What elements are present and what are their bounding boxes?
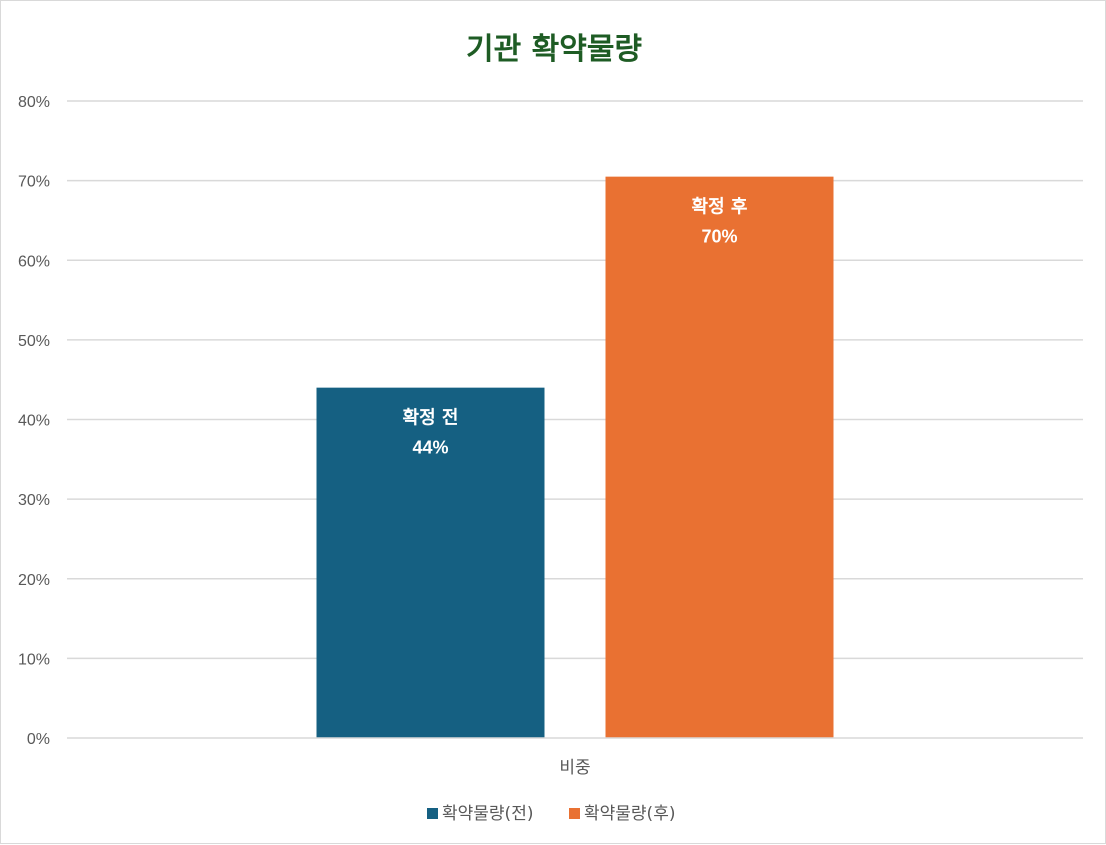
y-tick-label: 80% bbox=[18, 94, 50, 111]
bar bbox=[316, 387, 545, 738]
bar-label: 확정 후 bbox=[692, 197, 748, 218]
legend-entry: 확약물량(후) bbox=[584, 804, 675, 824]
y-tick-label: 40% bbox=[18, 413, 50, 430]
bar-label: 확정 전 bbox=[403, 408, 459, 429]
legend-swatch bbox=[427, 808, 438, 819]
gridlines bbox=[67, 100, 1083, 660]
bar bbox=[605, 176, 834, 739]
data-label: 70% bbox=[701, 227, 737, 247]
y-tick-label: 60% bbox=[18, 253, 50, 270]
category-label: 비중 bbox=[559, 758, 590, 778]
y-tick-label: 70% bbox=[18, 174, 50, 191]
legend-swatch bbox=[569, 808, 580, 819]
y-tick-label: 50% bbox=[18, 333, 50, 350]
y-tick-label: 20% bbox=[18, 572, 50, 589]
y-tick-label: 30% bbox=[18, 492, 50, 509]
chart-title: 기관 확약물량 bbox=[466, 32, 642, 67]
y-tick-label: 10% bbox=[18, 651, 50, 668]
bars: 확정 전 44% 확정 후 70% bbox=[316, 176, 834, 739]
y-tick-label: 0% bbox=[27, 731, 50, 748]
legend: 확약물량(전) 확약물량(후) bbox=[427, 804, 675, 824]
y-axis-ticks: 0% 10% 20% 30% 40% 50% 60% 70% 80% bbox=[18, 94, 50, 748]
legend-entry: 확약물량(전) bbox=[442, 804, 533, 824]
data-label: 44% bbox=[412, 438, 448, 458]
